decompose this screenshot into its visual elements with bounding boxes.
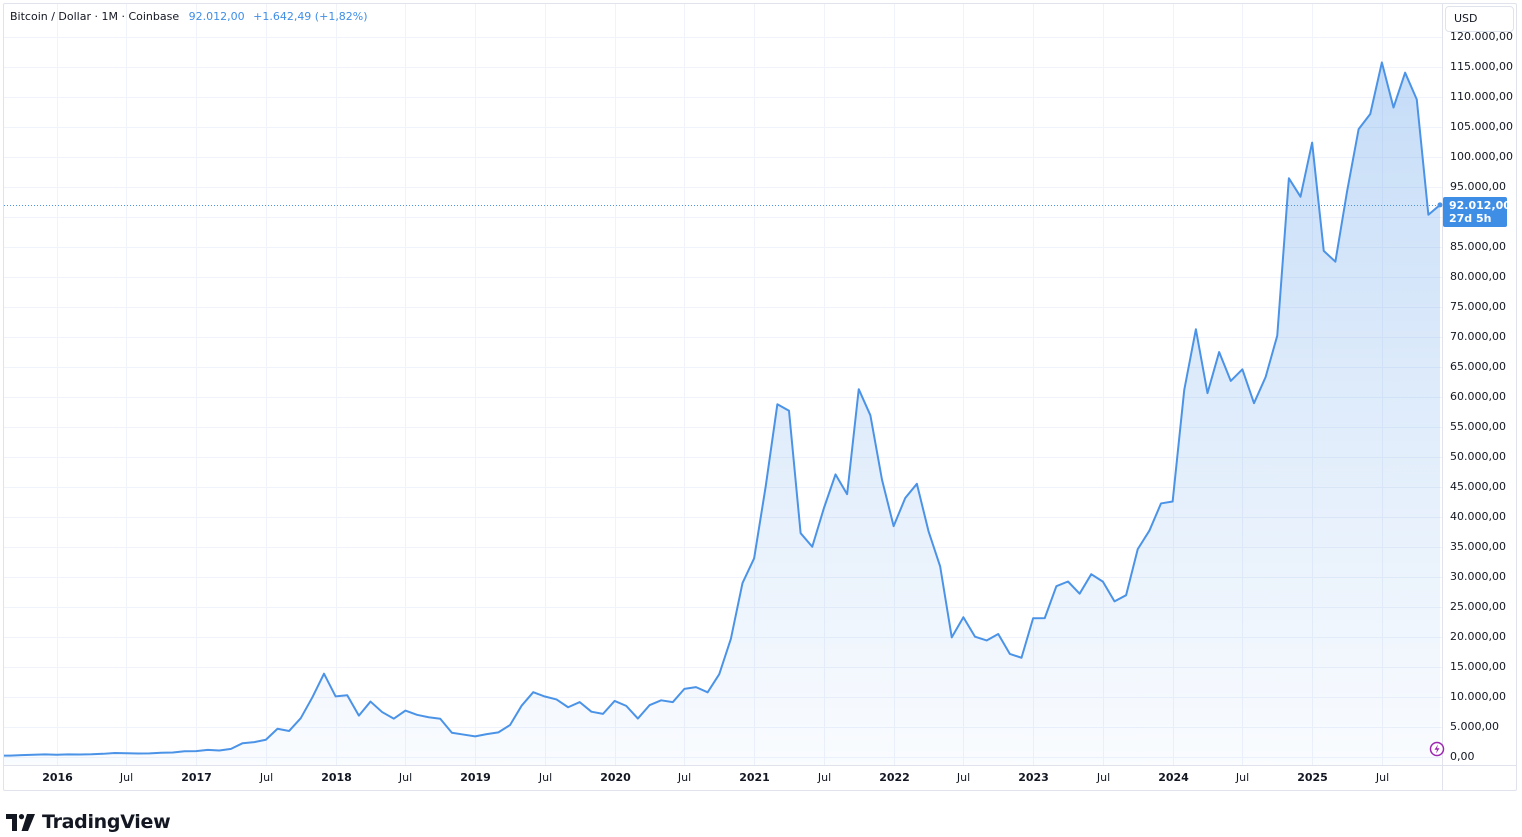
bar-countdown: 27d 5h	[1449, 212, 1492, 225]
last-price-label: 92.012,00 27d 5h	[1443, 197, 1511, 227]
price-axis-label: 40.000,00	[1450, 510, 1506, 523]
tradingview-brand[interactable]: TradingView	[6, 810, 171, 834]
last-point-marker	[1437, 202, 1443, 208]
time-axis-label: Jul	[398, 771, 413, 784]
price-axis-label: 10.000,00	[1450, 690, 1506, 703]
time-axis-label: 2024	[1158, 771, 1189, 784]
time-axis-label: Jul	[817, 771, 832, 784]
price-axis-label: 45.000,00	[1450, 480, 1506, 493]
time-axis-label: Jul	[677, 771, 692, 784]
time-axis-label: 2022	[879, 771, 910, 784]
price-change: +1.642,49 (+1,82%)	[253, 10, 368, 23]
lightning-icon[interactable]	[1429, 741, 1445, 757]
price-axis-label: 75.000,00	[1450, 300, 1506, 313]
price-axis-label: 80.000,00	[1450, 270, 1506, 283]
currency-button[interactable]: USD	[1445, 6, 1514, 32]
time-axis-label: Jul	[119, 771, 134, 784]
price-axis-label: 15.000,00	[1450, 660, 1506, 673]
symbol-title[interactable]: Bitcoin / Dollar · 1M · Coinbase	[10, 10, 180, 23]
time-axis-label: Jul	[956, 771, 971, 784]
time-axis-label: 2016	[42, 771, 73, 784]
price-axis-label: 60.000,00	[1450, 390, 1506, 403]
price-axis-label: 85.000,00	[1450, 240, 1506, 253]
price-axis-label: 30.000,00	[1450, 570, 1506, 583]
price-axis-label: 70.000,00	[1450, 330, 1506, 343]
chart-frame	[3, 3, 1517, 791]
time-axis-label: Jul	[538, 771, 553, 784]
price-axis-label: 95.000,00	[1450, 180, 1506, 193]
time-axis-label: 2018	[321, 771, 352, 784]
price-axis-label: 105.000,00	[1450, 120, 1513, 133]
time-axis-label: Jul	[1375, 771, 1390, 784]
price-axis-label: 20.000,00	[1450, 630, 1506, 643]
tradingview-logo-icon	[6, 813, 35, 831]
price-axis-label: 25.000,00	[1450, 600, 1506, 613]
price-axis-label: 5.000,00	[1450, 720, 1499, 733]
time-axis-label: 2023	[1018, 771, 1049, 784]
time-axis-label: 2021	[739, 771, 770, 784]
price-axis-label: 65.000,00	[1450, 360, 1506, 373]
price-axis-label: 50.000,00	[1450, 450, 1506, 463]
time-axis-label: 2025	[1297, 771, 1328, 784]
price-axis-label: 110.000,00	[1450, 90, 1513, 103]
last-price: 92.012,00	[188, 10, 245, 23]
time-axis-label: Jul	[259, 771, 274, 784]
price-area-fill	[4, 62, 1440, 765]
price-line	[4, 61, 1441, 757]
price-axis-label: 100.000,00	[1450, 150, 1513, 163]
brand-name: TradingView	[42, 811, 171, 833]
time-axis-label: 2017	[181, 771, 212, 784]
time-axis-label: 2019	[460, 771, 491, 784]
symbol-legend[interactable]: Bitcoin / Dollar · 1M · Coinbase 92.012,…	[10, 10, 368, 24]
price-axis-label: 55.000,00	[1450, 420, 1506, 433]
price-axis-label: 115.000,00	[1450, 60, 1513, 73]
time-axis-label: Jul	[1235, 771, 1250, 784]
price-axis-label: 0,00	[1450, 750, 1475, 763]
price-axis-label: 35.000,00	[1450, 540, 1506, 553]
last-price-value: 92.012,00	[1449, 199, 1511, 212]
price-axis-label: 120.000,00	[1450, 30, 1513, 43]
time-axis-label: 2020	[600, 771, 631, 784]
time-axis-label: Jul	[1096, 771, 1111, 784]
